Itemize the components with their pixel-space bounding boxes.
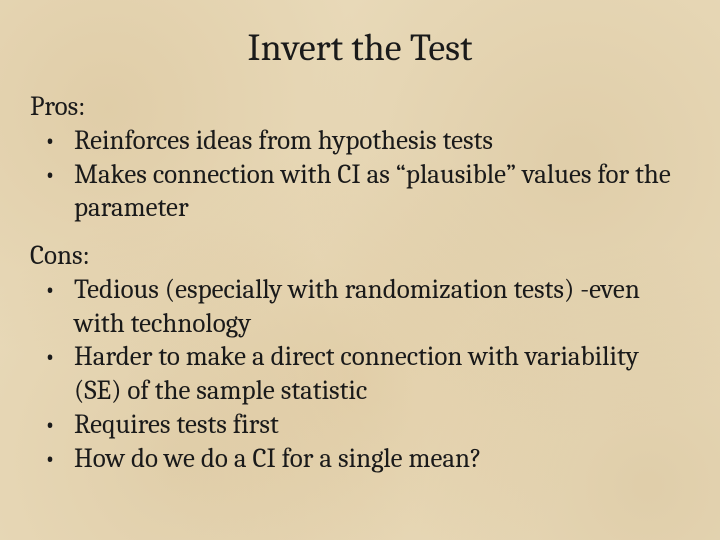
slide-container: Invert the Test Pros: Reinforces ideas f… <box>0 0 720 540</box>
pros-section: Pros: Reinforces ideas from hypothesis t… <box>30 90 690 225</box>
cons-list: Tedious (especially with randomization t… <box>30 273 690 476</box>
list-item: Harder to make a direct connection with … <box>30 340 690 408</box>
cons-label: Cons: <box>30 239 690 273</box>
pros-list: Reinforces ideas from hypothesis tests M… <box>30 124 690 225</box>
list-item: Requires tests first <box>30 408 690 442</box>
list-item: Reinforces ideas from hypothesis tests <box>30 124 690 158</box>
cons-section: Cons: Tedious (especially with randomiza… <box>30 239 690 475</box>
pros-label: Pros: <box>30 90 690 124</box>
list-item: Tedious (especially with randomization t… <box>30 273 690 341</box>
slide-title: Invert the Test <box>30 26 690 70</box>
list-item: Makes connection with CI as “plausible” … <box>30 158 690 226</box>
list-item: How do we do a CI for a single mean? <box>30 442 690 476</box>
